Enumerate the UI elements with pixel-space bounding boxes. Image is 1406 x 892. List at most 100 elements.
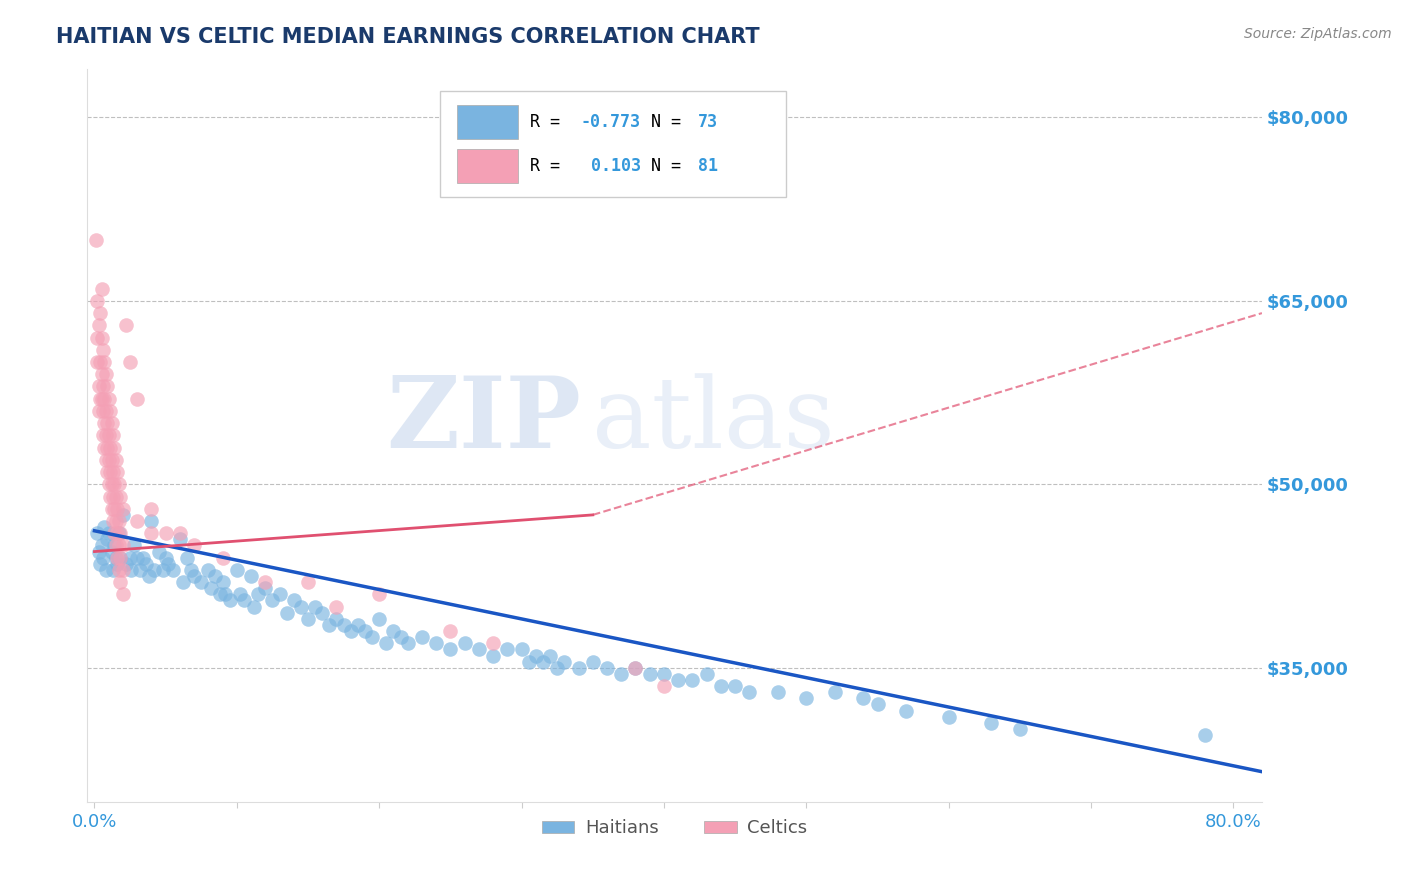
- Point: [107, 563, 129, 577]
- Point: [624, 661, 647, 675]
- Point: [517, 655, 540, 669]
- Point: [105, 526, 128, 541]
- Point: [111, 501, 134, 516]
- Point: [148, 544, 170, 558]
- Point: [97, 428, 120, 442]
- Point: [567, 661, 589, 675]
- Point: [610, 666, 633, 681]
- Point: [510, 642, 533, 657]
- Point: [681, 673, 703, 687]
- Point: [368, 612, 391, 626]
- Text: Source: ZipAtlas.com: Source: ZipAtlas.com: [1244, 27, 1392, 41]
- Point: [104, 453, 127, 467]
- Point: [652, 666, 675, 681]
- Point: [389, 630, 412, 644]
- Point: [90, 282, 112, 296]
- Text: N =: N =: [651, 157, 692, 175]
- Point: [155, 550, 177, 565]
- Point: [796, 691, 818, 706]
- Point: [132, 550, 155, 565]
- Point: [103, 441, 125, 455]
- Point: [325, 599, 347, 614]
- Point: [107, 526, 129, 541]
- Point: [247, 587, 270, 601]
- Point: [311, 606, 333, 620]
- Text: 73: 73: [699, 113, 718, 131]
- Point: [368, 587, 391, 601]
- Point: [90, 538, 112, 552]
- Point: [111, 538, 134, 552]
- Point: [94, 404, 117, 418]
- Point: [411, 630, 433, 644]
- Point: [86, 526, 108, 541]
- Point: [172, 575, 194, 590]
- Point: [98, 465, 121, 479]
- Point: [894, 704, 917, 718]
- Point: [553, 655, 575, 669]
- Point: [276, 606, 298, 620]
- Point: [269, 587, 291, 601]
- Point: [710, 679, 733, 693]
- Point: [124, 538, 146, 552]
- Point: [180, 563, 202, 577]
- Point: [666, 673, 689, 687]
- Point: [339, 624, 361, 638]
- Point: [89, 557, 111, 571]
- Point: [143, 563, 166, 577]
- Point: [766, 685, 789, 699]
- Point: [84, 233, 107, 247]
- Point: [724, 679, 747, 693]
- FancyBboxPatch shape: [440, 90, 786, 197]
- Point: [87, 404, 110, 418]
- Point: [624, 661, 647, 675]
- Point: [98, 441, 121, 455]
- Point: [162, 563, 184, 577]
- Point: [111, 563, 134, 577]
- Point: [347, 618, 370, 632]
- Point: [103, 501, 125, 516]
- Point: [127, 550, 149, 565]
- Point: [103, 526, 125, 541]
- Text: R =: R =: [530, 113, 571, 131]
- Point: [361, 630, 384, 644]
- Point: [152, 563, 174, 577]
- Point: [89, 306, 111, 320]
- Point: [101, 490, 124, 504]
- Point: [852, 691, 875, 706]
- Point: [396, 636, 419, 650]
- Point: [90, 330, 112, 344]
- Point: [96, 416, 118, 430]
- Point: [105, 465, 128, 479]
- Point: [96, 533, 118, 547]
- Point: [696, 666, 718, 681]
- Point: [90, 392, 112, 406]
- Text: 0.103: 0.103: [581, 157, 641, 175]
- Point: [652, 679, 675, 693]
- Point: [190, 575, 212, 590]
- Point: [211, 550, 233, 565]
- Point: [157, 557, 180, 571]
- Text: R =: R =: [530, 157, 571, 175]
- Point: [135, 557, 157, 571]
- Point: [197, 563, 219, 577]
- Point: [100, 416, 122, 430]
- Point: [86, 355, 108, 369]
- FancyBboxPatch shape: [457, 149, 519, 183]
- Point: [200, 581, 222, 595]
- Point: [240, 569, 263, 583]
- Point: [211, 575, 233, 590]
- Point: [325, 612, 347, 626]
- Point: [169, 533, 191, 547]
- Point: [91, 343, 114, 357]
- Point: [183, 538, 205, 552]
- Point: [169, 526, 191, 541]
- Point: [96, 465, 118, 479]
- Point: [103, 477, 125, 491]
- Point: [91, 379, 114, 393]
- Point: [496, 642, 519, 657]
- Point: [89, 392, 111, 406]
- Point: [104, 490, 127, 504]
- Point: [332, 618, 354, 632]
- Point: [93, 355, 115, 369]
- Point: [100, 477, 122, 491]
